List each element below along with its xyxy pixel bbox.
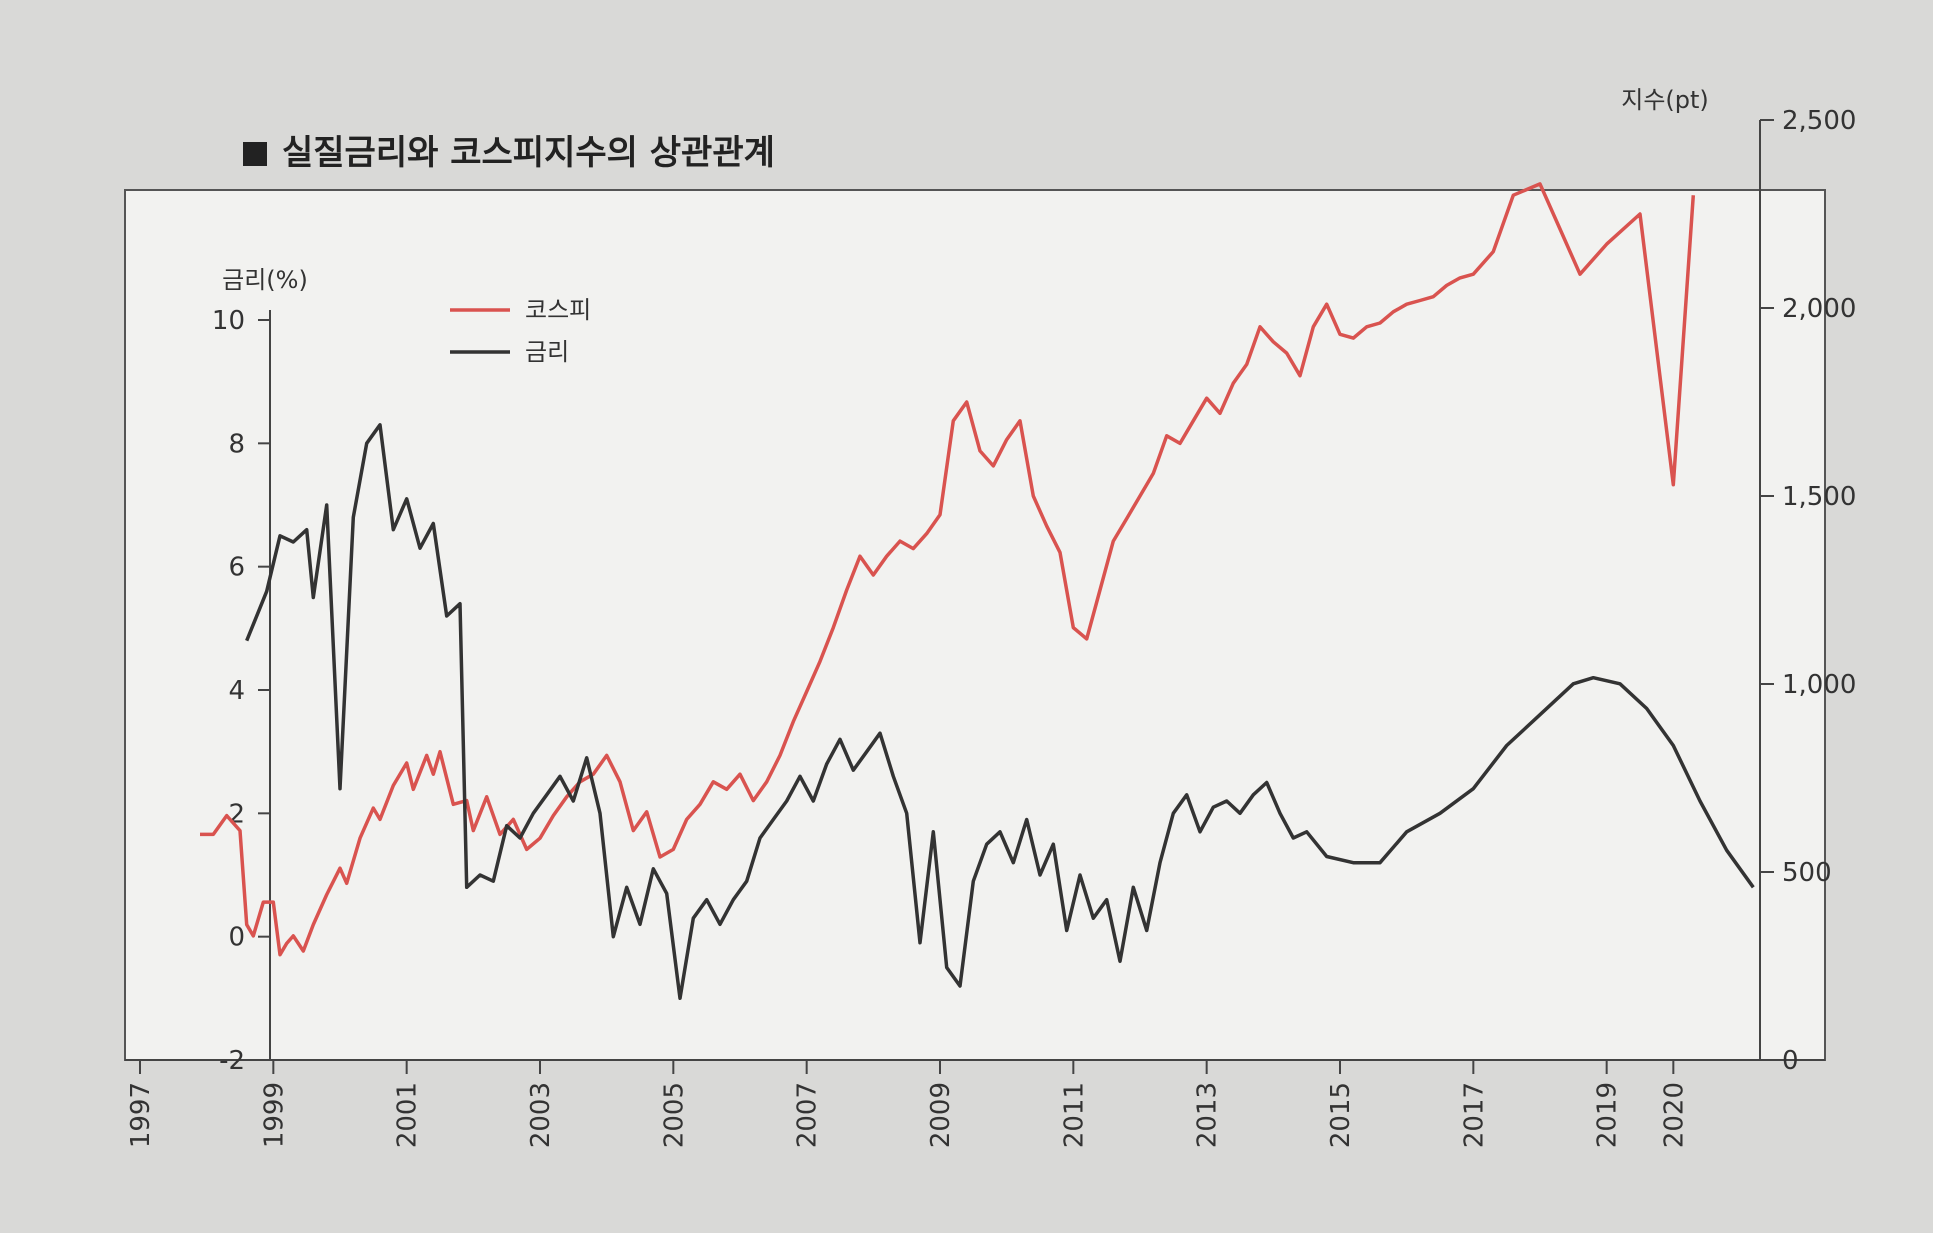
x-tick-label: 2017 <box>1459 1082 1489 1148</box>
legend-label-kospi: 코스피 <box>525 296 591 324</box>
right-tick-label: 500 <box>1782 858 1832 888</box>
x-tick-label: 2007 <box>793 1082 823 1148</box>
right-tick-label: 2,000 <box>1782 294 1856 324</box>
right-tick-label: 2,500 <box>1782 106 1856 136</box>
chart-title: 실질금리와 코스피지수의 상관관계 <box>282 133 775 173</box>
legend-label-rate: 금리 <box>525 338 569 366</box>
x-tick-label: 2013 <box>1193 1082 1223 1148</box>
x-tick-label: 2020 <box>1659 1082 1689 1148</box>
legend: 코스피 금리 <box>450 296 591 366</box>
series-line-kospi <box>200 182 1696 957</box>
x-tick-label: 2009 <box>926 1082 956 1148</box>
left-tick-label: 8 <box>228 429 245 459</box>
plot-frame <box>124 189 1826 1061</box>
left-tick-label: 0 <box>228 923 245 953</box>
right-tick-label: 0 <box>1782 1046 1799 1076</box>
series-line-rate <box>245 423 1755 1001</box>
x-tick-label: 2015 <box>1326 1082 1356 1148</box>
x-tick-label: 2005 <box>659 1082 689 1148</box>
left-tick-label: 6 <box>228 553 245 583</box>
x-axis-ticks: 1997 1999 2001 2003 2005 2007 2009 2011 2013 2015… <box>126 1060 1689 1148</box>
x-tick-label: 1999 <box>259 1082 289 1148</box>
right-axis-ticks: 0 500 1,000 1,500 2,000 2,500 <box>1760 106 1856 1076</box>
left-tick-label: 10 <box>212 306 245 336</box>
left-tick-label: 4 <box>228 676 245 706</box>
right-tick-label: 1,500 <box>1782 482 1856 512</box>
title-marker <box>243 142 267 166</box>
x-tick-label: 2011 <box>1059 1082 1089 1148</box>
left-axis-title: 금리(%) <box>222 266 308 294</box>
x-tick-label: 2019 <box>1593 1082 1623 1148</box>
left-tick-label: -2 <box>219 1046 245 1076</box>
right-axis-title: 지수(pt) <box>1621 86 1709 114</box>
x-tick-label: 2003 <box>526 1082 556 1148</box>
x-tick-label: 1997 <box>126 1082 156 1148</box>
right-tick-label: 1,000 <box>1782 670 1856 700</box>
x-tick-label: 2001 <box>393 1082 423 1148</box>
